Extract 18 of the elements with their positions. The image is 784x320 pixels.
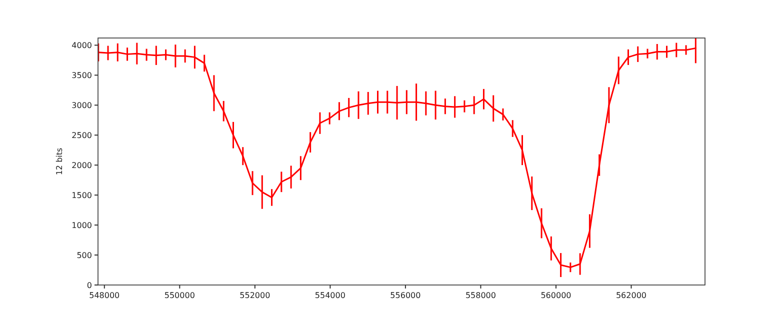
y-tick-label: 0	[86, 281, 92, 290]
y-tick-label: 3500	[72, 71, 92, 80]
y-tick-label: 500	[76, 251, 92, 260]
y-tick-label: 1000	[72, 221, 92, 230]
x-tick-label: 560000	[540, 291, 572, 300]
x-tick-label: 552000	[240, 291, 270, 300]
y-tick-label: 1500	[72, 191, 92, 200]
x-tick-label: 558000	[465, 291, 496, 300]
y-tick-label: 3000	[72, 101, 92, 110]
x-tick-label: 548000	[89, 291, 120, 300]
y-tick-label: 2500	[72, 131, 92, 140]
y-axis-title: 12 bits	[55, 148, 64, 176]
x-tick-label: 556000	[390, 291, 421, 300]
x-tick-label: 562000	[616, 291, 647, 300]
x-tick-label: 554000	[314, 291, 346, 300]
y-tick-label: 2000	[72, 161, 92, 170]
x-tick-label: 550000	[164, 291, 195, 300]
y-tick-label: 4000	[72, 41, 92, 50]
